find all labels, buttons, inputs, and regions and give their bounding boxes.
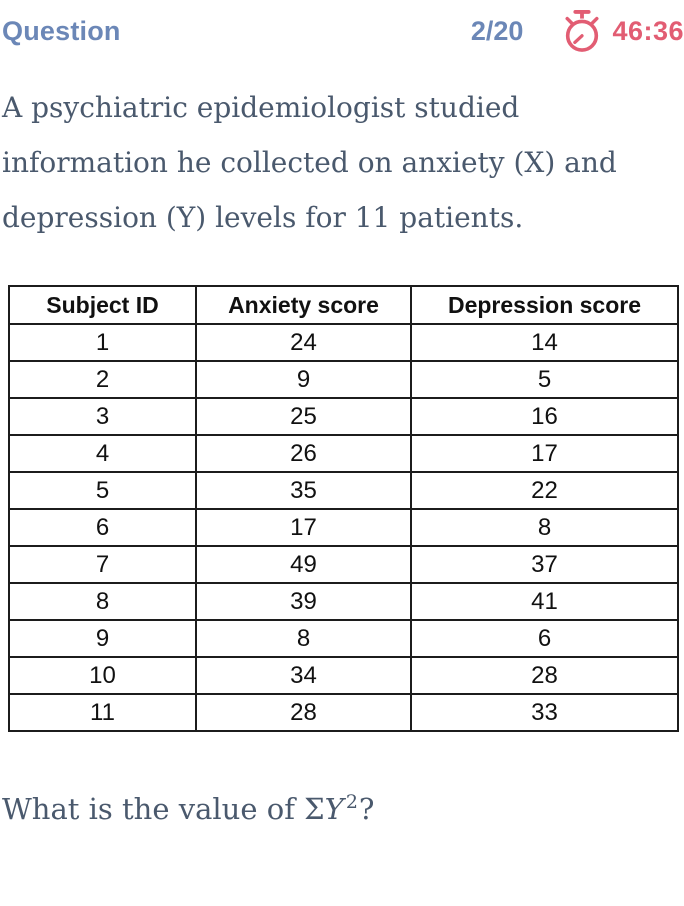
table-cell: 6 bbox=[8, 508, 197, 547]
table-header-cell: Anxiety score bbox=[195, 285, 412, 325]
table-cell: 14 bbox=[410, 323, 679, 362]
table-cell: 6 bbox=[410, 619, 679, 658]
table-cell: 1 bbox=[8, 323, 197, 362]
table-cell: 7 bbox=[8, 545, 197, 584]
question-text-line: depression (Y) levels for 11 patients. bbox=[2, 201, 524, 234]
question-text: A psychiatric epidemiologist studied info… bbox=[2, 80, 684, 245]
table-cell: 17 bbox=[195, 508, 412, 547]
table-cell: 17 bbox=[410, 434, 679, 473]
table-body: 1 24 14 2 9 5 3 25 16 4 26 17 5 35 22 6 17 8 7 49 37 8 39 41 9 8 6… bbox=[8, 323, 679, 732]
table-cell: 37 bbox=[410, 545, 679, 584]
question-progress: 2/20 bbox=[470, 15, 524, 46]
question-text-line: A psychiatric epidemiologist studied bbox=[2, 91, 520, 124]
table-cell: 8 bbox=[8, 582, 197, 621]
table-cell: 35 bbox=[195, 471, 412, 510]
question-prompt: What is the value of ΣY 2? bbox=[2, 788, 684, 834]
sigma-symbol: Σ bbox=[304, 792, 325, 826]
table-cell: 24 bbox=[195, 323, 412, 362]
prompt-prefix: What is the value of bbox=[2, 792, 305, 826]
table-cell: 5 bbox=[410, 360, 679, 399]
table-row: 5 35 22 bbox=[8, 471, 679, 510]
table-cell: 41 bbox=[410, 582, 679, 621]
table-row: 1 24 14 bbox=[8, 323, 679, 362]
prompt-suffix: ? bbox=[358, 792, 375, 826]
table-cell: 26 bbox=[195, 434, 412, 473]
header-right: 2/20 46:36 bbox=[471, 8, 684, 54]
table-cell: 34 bbox=[195, 656, 412, 695]
table-row: 4 26 17 bbox=[8, 434, 679, 473]
variable-y: Y bbox=[324, 792, 344, 826]
table-cell: 4 bbox=[8, 434, 197, 473]
stopwatch-icon bbox=[561, 8, 603, 54]
data-table: Subject ID Anxiety score Depression score … bbox=[8, 285, 679, 732]
table-cell: 9 bbox=[195, 360, 412, 399]
table-cell: 10 bbox=[8, 656, 197, 695]
table-row: 7 49 37 bbox=[8, 545, 679, 584]
table-cell: 33 bbox=[410, 693, 679, 732]
table-row: 10 34 28 bbox=[8, 656, 679, 695]
table-cell: 49 bbox=[195, 545, 412, 584]
table-row: 8 39 41 bbox=[8, 582, 679, 621]
table-cell: 8 bbox=[410, 508, 679, 547]
page-title: Question bbox=[2, 15, 121, 46]
exponent: 2 bbox=[345, 791, 358, 813]
table-cell: 28 bbox=[410, 656, 679, 695]
table-header-row: Subject ID Anxiety score Depression score bbox=[8, 285, 679, 325]
table-header-cell: Subject ID bbox=[8, 285, 197, 325]
table-head: Subject ID Anxiety score Depression score bbox=[8, 285, 679, 325]
question-text-line: information he collected on anxiety (X) … bbox=[2, 146, 617, 179]
table-cell: 8 bbox=[195, 619, 412, 658]
table-row: 11 28 33 bbox=[8, 693, 679, 732]
table-cell: 9 bbox=[8, 619, 197, 658]
table-cell: 39 bbox=[195, 582, 412, 621]
table-row: 6 17 8 bbox=[8, 508, 679, 547]
timer-value: 46:36 bbox=[612, 15, 684, 46]
table-header-cell: Depression score bbox=[410, 285, 679, 325]
table-cell: 5 bbox=[8, 471, 197, 510]
table-cell: 16 bbox=[410, 397, 679, 436]
table-row: 3 25 16 bbox=[8, 397, 679, 436]
table-cell: 2 bbox=[8, 360, 197, 399]
table-cell: 3 bbox=[8, 397, 197, 436]
table-cell: 11 bbox=[8, 693, 197, 732]
table-cell: 28 bbox=[195, 693, 412, 732]
table-cell: 22 bbox=[410, 471, 679, 510]
header: Question 2/20 46:36 bbox=[0, 0, 684, 52]
table-cell: 25 bbox=[195, 397, 412, 436]
